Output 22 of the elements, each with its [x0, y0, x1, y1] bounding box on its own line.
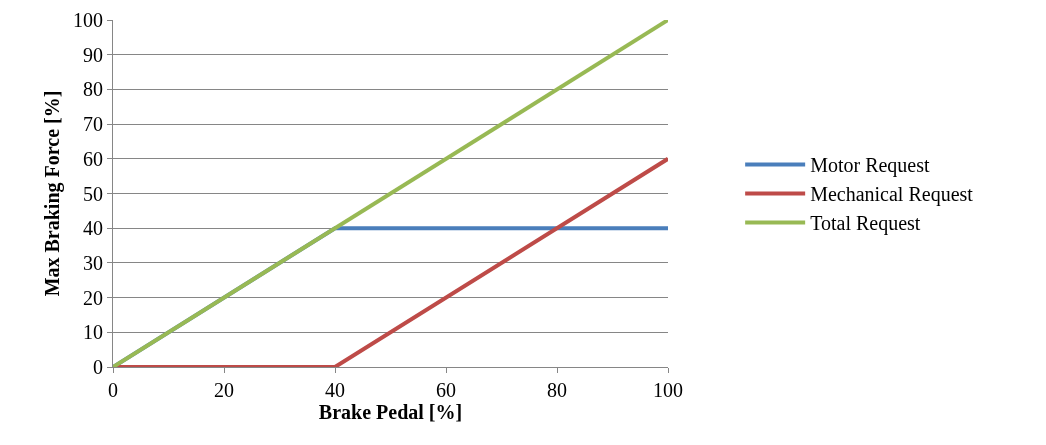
x-tick-label: 40 — [325, 379, 345, 401]
y-tick-label: 10 — [83, 321, 103, 344]
legend-label: Total Request — [810, 212, 921, 236]
y-tick-label: 50 — [83, 182, 103, 205]
y-tick-label: 0 — [93, 356, 103, 378]
y-tick-label: 90 — [83, 43, 103, 66]
y-tick-label: 40 — [83, 217, 103, 240]
x-axis-title: Brake Pedal [%] — [318, 401, 463, 423]
y-tick-label: 60 — [83, 147, 103, 170]
x-tick-label: 80 — [547, 379, 567, 401]
y-tick-label: 100 — [73, 9, 103, 31]
y-tick-label: 30 — [83, 251, 103, 274]
x-tick-label: 60 — [436, 379, 456, 401]
legend-label: Mechanical Request — [810, 183, 974, 207]
y-tick-label: 70 — [83, 113, 103, 136]
legend-label: Motor Request — [810, 154, 931, 178]
y-tick-label: 80 — [83, 78, 103, 101]
y-tick-label: 20 — [83, 286, 103, 309]
y-axis-title: Max Braking Force [%] — [40, 90, 64, 297]
x-tick-label: 20 — [214, 379, 234, 401]
x-tick-label: 100 — [653, 379, 683, 401]
x-tick-label: 0 — [108, 379, 118, 401]
